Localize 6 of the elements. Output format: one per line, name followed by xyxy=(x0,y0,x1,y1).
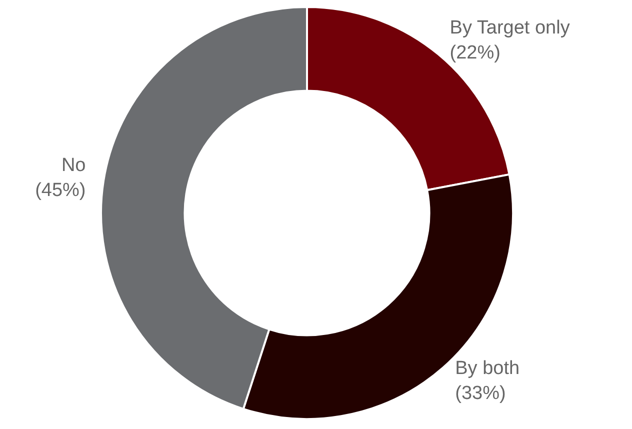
data-label: (22%) xyxy=(450,42,500,64)
slice-label: By both xyxy=(455,358,520,380)
data-label: (33%) xyxy=(455,383,506,404)
data-label: (45%) xyxy=(35,180,86,201)
slice-label: No xyxy=(61,154,86,176)
slice-label: By Target only xyxy=(450,17,570,38)
